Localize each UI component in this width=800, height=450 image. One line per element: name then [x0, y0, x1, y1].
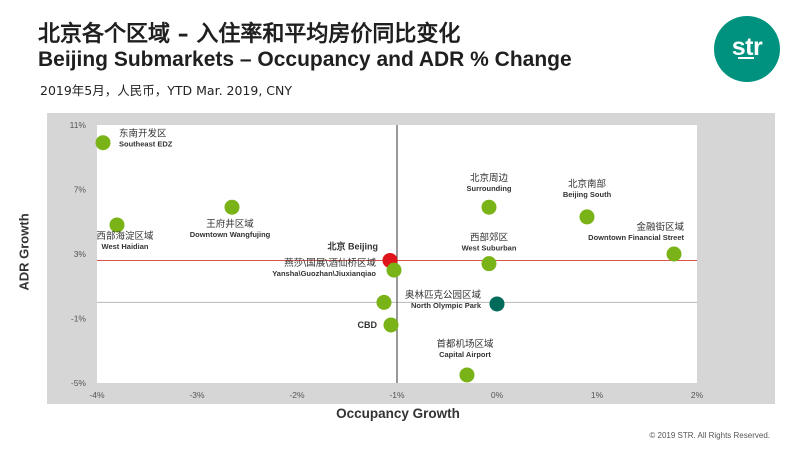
point-label-cn: 北京南部	[568, 178, 606, 190]
y-tick-label: 11%	[70, 120, 87, 130]
data-point	[224, 199, 240, 215]
data-point	[459, 367, 475, 383]
point-label-en: Beijing South	[563, 190, 612, 199]
point-label-en: Downtown Wangfujing	[190, 230, 271, 239]
data-point	[376, 294, 392, 310]
str-logo-underline	[738, 57, 754, 59]
point-label-en: Surrounding	[467, 184, 512, 193]
data-point	[579, 209, 595, 225]
y-tick-label: -1%	[71, 314, 87, 324]
point-label-cn: 金融街区域	[636, 221, 684, 233]
data-point	[481, 199, 497, 215]
x-tick-label: -3%	[189, 390, 205, 400]
point-label: 北京 Beijing	[327, 240, 378, 251]
data-point	[666, 246, 682, 262]
x-tick-label: 0%	[491, 390, 504, 400]
point-label-cn: 王府井区域	[206, 218, 254, 230]
str-logo: str	[714, 16, 780, 82]
point-label-en: CBD	[358, 320, 378, 330]
x-tick-label: -4%	[89, 390, 105, 400]
point-label-cn: 燕莎\国展\酒仙桥区域	[284, 257, 376, 269]
x-tick-label: 1%	[591, 390, 604, 400]
copyright-text: © 2019 STR. All Rights Reserved.	[649, 431, 770, 440]
data-point	[481, 256, 497, 272]
str-logo-text: str	[731, 32, 763, 61]
data-point	[383, 317, 399, 333]
point-label-en: West Suburban	[462, 244, 517, 253]
point-label-cn: 西部郊区	[470, 232, 509, 244]
point-label-en: Yansha\Guozhan\Jiuxianqiao	[272, 269, 376, 278]
x-tick-label: 2%	[691, 390, 704, 400]
point-label-cn: 北京周边	[470, 172, 509, 184]
point-label-cn: 西部海淀区域	[96, 230, 154, 242]
point-label-en: Southeast EDZ	[119, 140, 173, 149]
data-point	[95, 135, 111, 151]
point-label-en: Capital Airport	[439, 350, 491, 359]
title-english: Beijing Submarkets – Occupancy and ADR %…	[38, 48, 572, 71]
x-axis-label: Occupancy Growth	[336, 406, 460, 421]
y-axis-label: ADR Growth	[16, 213, 32, 291]
x-tick-label: -1%	[389, 390, 405, 400]
y-tick-label: 3%	[74, 249, 87, 259]
title-chinese: 北京各个区域 – 入住率和平均房价同比变化	[38, 22, 461, 47]
point-label-cn: 首都机场区域	[436, 338, 494, 350]
point-label-en: West Haidian	[102, 242, 149, 251]
point-label-en: North Olympic Park	[411, 301, 482, 310]
y-tick-label: -5%	[71, 378, 87, 388]
point-label-cn: 奥林匹克公园区域	[405, 289, 482, 301]
point-label-en: Downtown Financial Street	[588, 233, 684, 242]
data-point	[386, 262, 402, 278]
data-point	[109, 217, 125, 233]
subtitle: 2019年5月，人民币，YTD Mar. 2019, CNY	[40, 83, 292, 98]
x-tick-label: -2%	[289, 390, 305, 400]
y-tick-label: 7%	[74, 185, 87, 195]
data-point	[489, 296, 505, 312]
point-label-cn: 东南开发区	[119, 128, 167, 140]
